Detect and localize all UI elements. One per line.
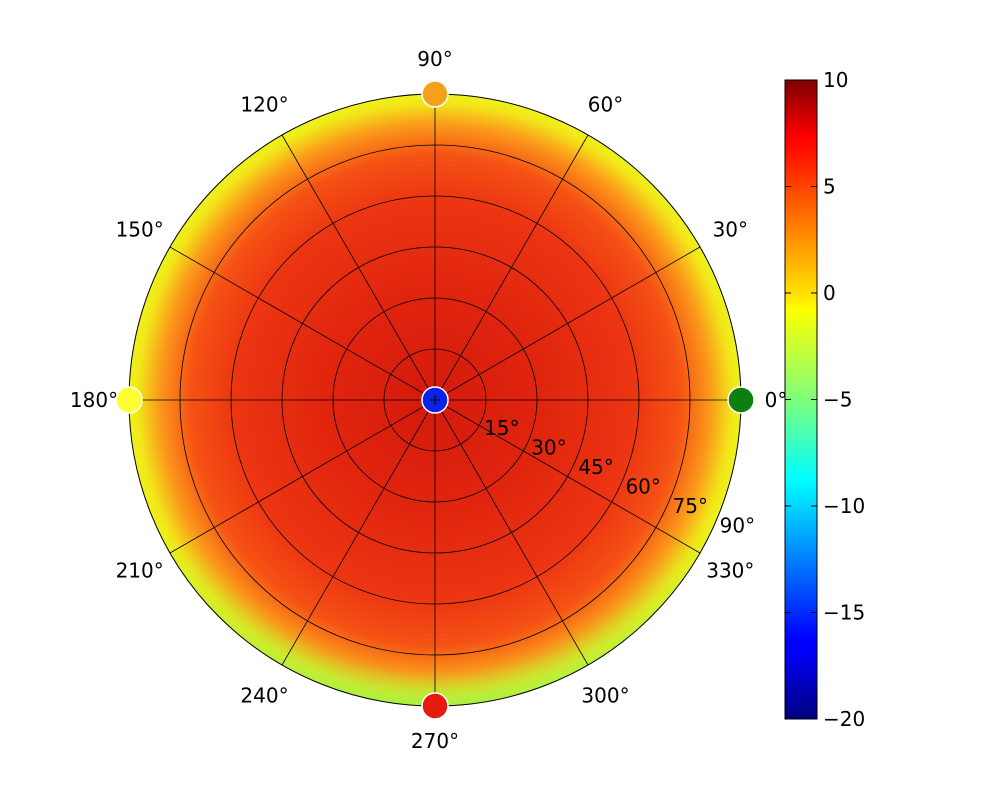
angle-tick-label-180: 180° — [70, 388, 118, 412]
angle-tick-label-0: 0° — [765, 388, 788, 412]
angle-tick-label-150: 150° — [116, 218, 164, 242]
angle-tick-labels: 0° 30° 60° 90° 120° 150° 180° 210° 240° 270° 300° 3… — [70, 47, 787, 753]
angular-grid — [129, 94, 741, 706]
marker-east — [727, 386, 755, 414]
radial-tick-label-15: 15° — [484, 416, 519, 440]
angular-grid-line-210 — [169, 399, 436, 554]
angle-tick-label-90: 90° — [417, 47, 452, 71]
angular-grid-line-240 — [281, 399, 436, 666]
radial-tick-label-75: 75° — [673, 494, 708, 518]
colorbar-tick-label--15: −15 — [823, 601, 865, 625]
angle-tick-label-210: 210° — [116, 559, 164, 583]
colorbar-tick-label-5: 5 — [823, 175, 836, 199]
colorbar-tick-label--5: −5 — [823, 388, 852, 412]
angle-tick-label-240: 240° — [240, 683, 288, 707]
radial-tick-labels: 15° 30° 45° 60° 75° 90° — [484, 416, 755, 538]
angular-grid-line-300 — [434, 399, 589, 666]
angle-tick-label-300: 300° — [581, 683, 629, 707]
colorbar-tick-label--20: −20 — [823, 707, 865, 731]
colorbar-ticks: 10 5 0 −5 −10 −15 −20 — [785, 68, 865, 731]
colorbar: 10 5 0 −5 −10 −15 −20 — [784, 68, 865, 731]
angle-tick-label-60: 60° — [588, 93, 623, 117]
radial-tick-label-30: 30° — [531, 436, 566, 460]
marker-north — [421, 80, 449, 108]
radial-tick-label-90: 90° — [720, 514, 755, 538]
colorbar-tick-label-0: 0 — [823, 281, 836, 305]
angle-tick-label-30: 30° — [713, 218, 748, 242]
angular-grid-line-60 — [434, 134, 589, 401]
angular-grid-line-30 — [434, 246, 701, 401]
polar-plot-area: 0° 30° 60° 90° 120° 150° 180° 210° 240° 270° 300° 3… — [70, 47, 787, 753]
marker-west — [115, 386, 143, 414]
angle-tick-label-330: 330° — [706, 559, 754, 583]
markers — [115, 80, 755, 720]
colorbar-tick-label-10: 10 — [823, 68, 848, 92]
angular-grid-line-120 — [281, 134, 436, 401]
angular-grid-line-330 — [434, 399, 701, 554]
radial-tick-label-60: 60° — [625, 475, 660, 499]
radial-tick-label-45: 45° — [578, 455, 613, 479]
angle-tick-label-120: 120° — [240, 93, 288, 117]
marker-south — [421, 692, 449, 720]
colorbar-tick-label--10: −10 — [823, 494, 865, 518]
angular-grid-line-150 — [169, 246, 436, 401]
angle-tick-label-270: 270° — [411, 729, 459, 753]
center-cross — [430, 395, 440, 405]
